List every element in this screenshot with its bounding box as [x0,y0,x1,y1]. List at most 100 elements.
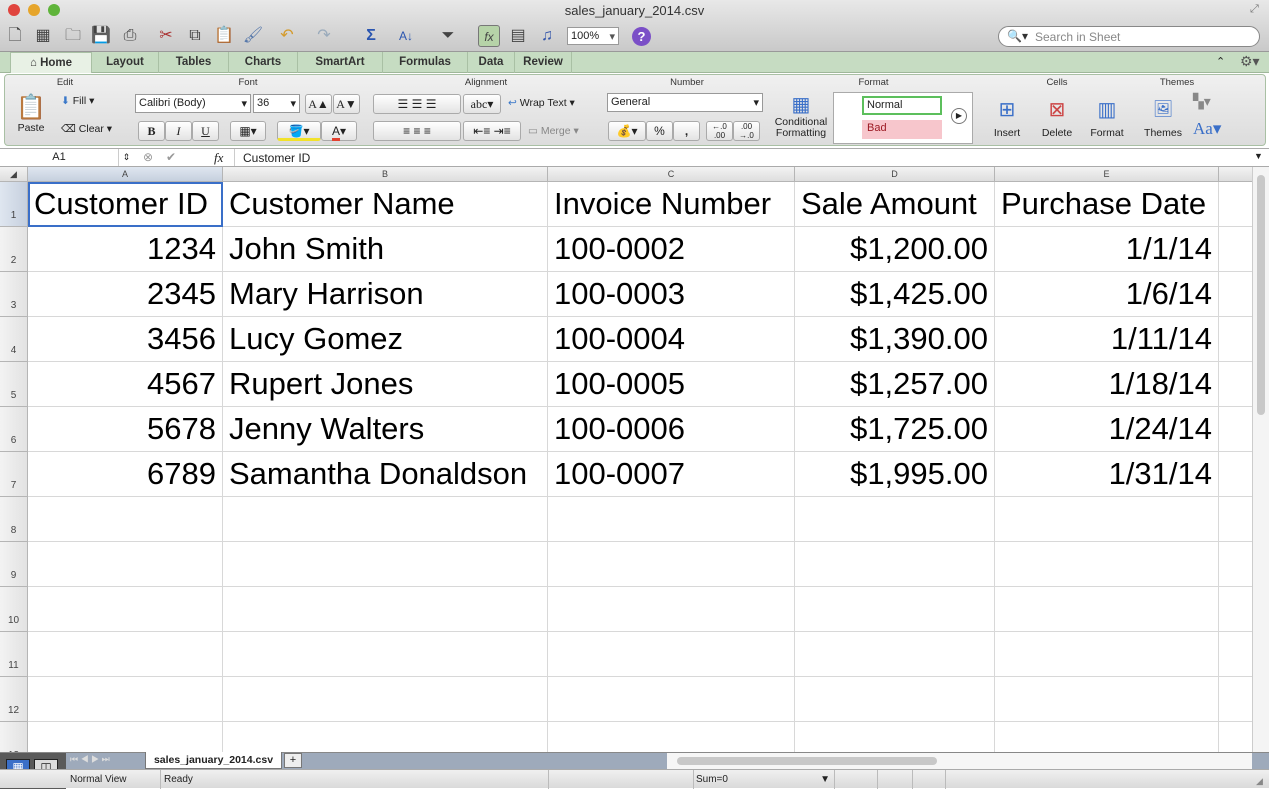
open-icon[interactable]: 🗀 [64,27,81,44]
paste-icon[interactable]: 📋 [214,27,234,44]
cell-a13[interactable] [28,722,223,752]
add-sheet-button[interactable]: + [284,753,302,768]
clear-button[interactable]: ⌫ Clear ▾ [61,123,113,135]
cell-f8[interactable] [1219,497,1252,542]
horizontal-align-buttons[interactable]: ≡ ≡ ≡ [373,121,461,141]
cell-c2[interactable]: 100-0002 [548,227,795,272]
cell-a9[interactable] [28,542,223,587]
cell-c12[interactable] [548,677,795,722]
underline-button[interactable]: U [192,121,219,141]
tab-charts[interactable]: Charts [229,52,298,73]
autosum-icon[interactable]: Σ [366,27,376,44]
fill-color-button[interactable]: 🪣▾ [277,121,321,141]
collapse-ribbon-icon[interactable]: ⌃ [1216,56,1226,68]
column-header-a[interactable]: A [28,167,223,182]
cell-b3[interactable]: Mary Harrison [223,272,548,317]
cell-a11[interactable] [28,632,223,677]
cell-d7[interactable]: $1,995.00 [795,452,995,497]
cell-b11[interactable] [223,632,548,677]
gallery-icon[interactable]: ▦ [35,27,51,44]
tab-data[interactable]: Data [468,52,515,73]
column-header-e[interactable]: E [995,167,1219,182]
sheet-tab[interactable]: sales_january_2014.csv [145,752,282,769]
cell-f11[interactable] [1219,632,1252,677]
row-header-1[interactable]: 1 [0,182,28,227]
cell-a6[interactable]: 5678 [28,407,223,452]
fill-button[interactable]: ⬇ Fill ▾ [61,95,95,107]
vertical-scroll-thumb[interactable] [1257,175,1265,415]
cell-e13[interactable] [995,722,1219,752]
tab-formulas[interactable]: Formulas [383,52,468,73]
row-header-7[interactable]: 7 [0,452,28,497]
cell-f3[interactable] [1219,272,1252,317]
number-format-select[interactable]: General ▾ [607,93,763,112]
cell-f9[interactable] [1219,542,1252,587]
column-header-f[interactable] [1219,167,1252,182]
cell-c11[interactable] [548,632,795,677]
cell-d9[interactable] [795,542,995,587]
percent-button[interactable]: % [646,121,673,141]
style-normal[interactable]: Normal [862,96,942,115]
cell-f5[interactable] [1219,362,1252,407]
horizontal-scrollbar[interactable] [667,753,1252,769]
grow-font-button[interactable]: A▲ [305,94,332,114]
cell-a7[interactable]: 6789 [28,452,223,497]
cell-b2[interactable]: John Smith [223,227,548,272]
cell-c6[interactable]: 100-0006 [548,407,795,452]
zoom-select[interactable]: 100% ▾ [567,27,619,45]
fullscreen-icon[interactable]: ⤢ [1250,3,1259,15]
cell-a5[interactable]: 4567 [28,362,223,407]
undo-icon[interactable]: ↶ [280,27,294,44]
tab-home[interactable]: ⌂ Home [10,52,92,73]
tab-layout[interactable]: Layout [92,52,159,73]
cell-d12[interactable] [795,677,995,722]
cell-a12[interactable] [28,677,223,722]
tab-review[interactable]: Review [515,52,572,73]
cell-e9[interactable] [995,542,1219,587]
cell-b9[interactable] [223,542,548,587]
cell-f2[interactable] [1219,227,1252,272]
row-header-10[interactable]: 10 [0,587,28,632]
cell-b6[interactable]: Jenny Walters [223,407,548,452]
search-input[interactable]: 🔍▾ Search in Sheet [998,26,1260,47]
row-header-6[interactable]: 6 [0,407,28,452]
cell-d5[interactable]: $1,257.00 [795,362,995,407]
cell-e3[interactable]: 1/6/14 [995,272,1219,317]
theme-fonts-button[interactable]: Aa▾ [1193,119,1222,138]
cell-b4[interactable]: Lucy Gomez [223,317,548,362]
cell-c1[interactable]: Invoice Number [548,182,795,227]
cell-d11[interactable] [795,632,995,677]
cancel-icon[interactable]: ⊗ [143,150,154,164]
cell-b13[interactable] [223,722,548,752]
shrink-font-button[interactable]: A▼ [333,94,360,114]
cell-f12[interactable] [1219,677,1252,722]
row-header-12[interactable]: 12 [0,677,28,722]
insert-button[interactable]: ⊞ Insert [985,93,1029,139]
themes-button[interactable]: 🖼 Themes [1141,93,1185,139]
cell-d10[interactable] [795,587,995,632]
gear-icon[interactable]: ⚙▾ [1240,53,1260,69]
help-icon[interactable]: ? [632,27,651,46]
orientation-button[interactable]: abc▾ [463,94,501,114]
delete-button[interactable]: ⊠ Delete [1035,93,1079,139]
cell-d3[interactable]: $1,425.00 [795,272,995,317]
media-browser-icon[interactable]: ♫ [541,27,553,44]
cell-f4[interactable] [1219,317,1252,362]
sheet-nav-icons[interactable]: ⏮ ◀ ▶ ⏭ [70,754,110,764]
increase-decimal-button[interactable]: ←.0 .00 [706,121,733,141]
name-box-stepper[interactable]: ⇕ [118,149,134,166]
show-sidebar-icon[interactable]: ▤ [510,27,526,44]
comma-button[interactable]: , [673,121,700,141]
borders-button[interactable]: ▦▾ [230,121,266,141]
style-bad[interactable]: Bad [862,120,942,139]
cell-d13[interactable] [795,722,995,752]
vertical-scrollbar[interactable] [1252,167,1269,752]
filter-icon[interactable]: ⏷ [441,27,455,44]
italic-button[interactable]: I [165,121,192,141]
merge-button[interactable]: ▭ Merge ▾ [528,125,579,137]
theme-colors-icon[interactable]: ▚▾ [1193,93,1211,109]
decrease-decimal-button[interactable]: .00 →.0 [733,121,760,141]
paste-button[interactable]: 📋 Paste [11,93,51,143]
name-box[interactable]: A1 [52,151,66,163]
column-header-c[interactable]: C [548,167,795,182]
